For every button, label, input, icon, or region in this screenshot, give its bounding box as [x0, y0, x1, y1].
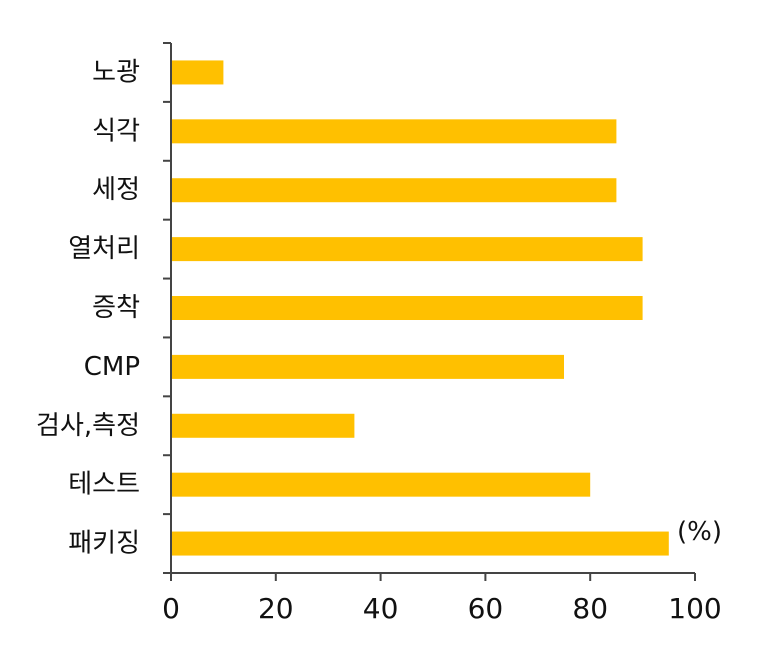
bar-4 — [171, 237, 643, 262]
bars-group — [171, 60, 669, 556]
x-tick-label: 0 — [162, 592, 180, 625]
y-axis-ticks — [163, 42, 171, 574]
category-label: 세정 — [92, 175, 140, 205]
category-label: 열처리 — [68, 234, 140, 264]
bar-2 — [171, 119, 617, 144]
x-tick-label: 60 — [468, 592, 504, 625]
x-axis-tick-labels: 0 20 40 60 80 100 — [162, 592, 722, 625]
category-label: 테스트 — [68, 470, 140, 500]
bar-5 — [171, 296, 643, 320]
bar-7 — [171, 413, 355, 438]
category-label: 식각 — [92, 116, 140, 146]
bar-1 — [171, 60, 224, 85]
unit-label: (%) — [677, 517, 722, 547]
bar-6 — [171, 354, 564, 379]
category-label: CMP — [84, 352, 140, 382]
x-tick-label: 20 — [258, 592, 294, 625]
category-label: 검사,측정 — [36, 411, 140, 441]
category-label: 증착 — [92, 293, 140, 323]
category-label: 노광 — [92, 57, 140, 87]
bar-9 — [171, 531, 669, 556]
x-tick-label: 80 — [572, 592, 608, 625]
x-axis-ticks — [170, 573, 696, 581]
category-label: 패키징 — [68, 529, 140, 559]
x-tick-label: 100 — [668, 592, 721, 625]
x-tick-label: 40 — [363, 592, 399, 625]
bar-8 — [171, 472, 591, 497]
bar-3 — [171, 178, 617, 203]
